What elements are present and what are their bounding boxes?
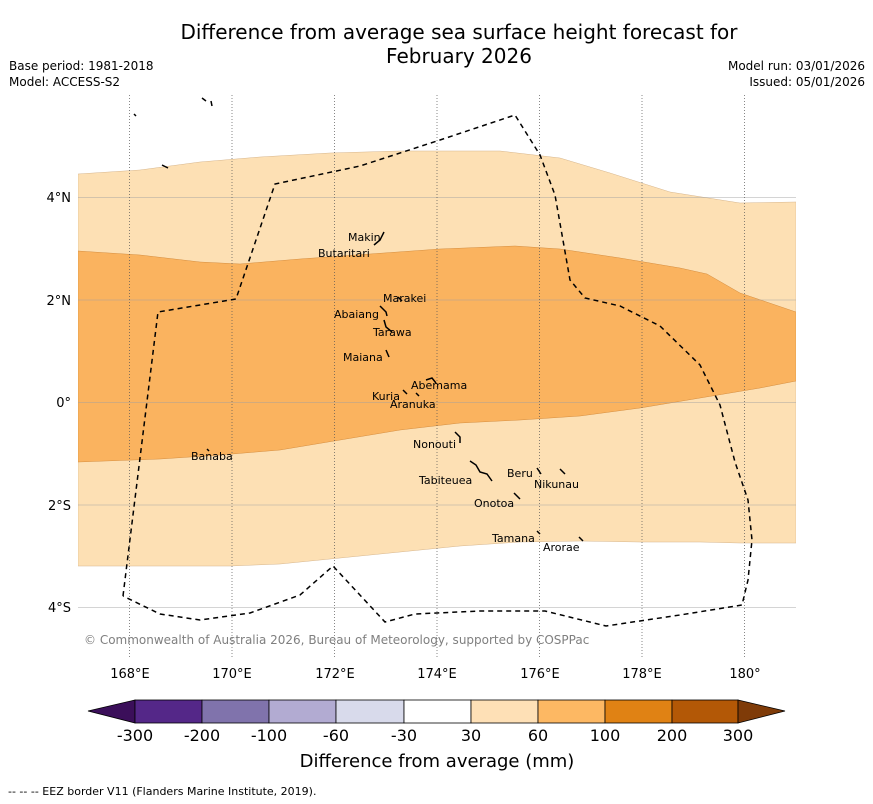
colorbar-extend-high [737, 699, 786, 724]
label-marakei: Marakei [383, 292, 426, 305]
island-labels: Makin Butaritari Marakei Abaiang Tarawa … [191, 231, 580, 554]
lon-tick-180: 180° [729, 667, 760, 682]
title-line-1: Difference from average sea surface heig… [180, 20, 738, 44]
lat-tick-2s: 2°S [48, 499, 71, 514]
label-aranuka: Aranuka [390, 398, 436, 411]
colorbar-segment-6 [470, 699, 539, 724]
label-nikunau: Nikunau [534, 478, 579, 491]
lon-tick-168e: 168°E [110, 667, 150, 682]
cbar-tick-60: 60 [528, 726, 548, 745]
base-period: Base period: 1981-2018 [9, 59, 154, 73]
eez-footnote: -- -- -- EEZ border V11 (Flanders Marine… [8, 785, 317, 798]
title-line-2: February 2026 [386, 44, 532, 68]
lon-gridlines [129, 95, 745, 657]
colorbar-label: Difference from average (mm) [300, 751, 575, 772]
label-beru: Beru [507, 467, 533, 480]
colorbar-segment-2 [201, 699, 270, 724]
cbar-tick-100: 100 [590, 726, 621, 745]
colorbar-tick-labels: -300 -200 -100 -60 -30 30 60 100 200 300 [117, 726, 753, 745]
island-outlines [133, 97, 584, 542]
chart-title: Difference from average sea surface heig… [0, 20, 873, 68]
label-banaba: Banaba [191, 450, 233, 463]
label-tamana: Tamana [491, 532, 535, 545]
map-area: Makin Butaritari Marakei Abaiang Tarawa … [78, 95, 796, 657]
copyright-text: © Commonwealth of Australia 2026, Bureau… [84, 633, 589, 647]
colorbar [87, 699, 786, 724]
colorbar-segment-7 [537, 699, 606, 724]
cbar-tick-200: 200 [657, 726, 688, 745]
lat-tick-0: 0° [56, 396, 71, 411]
colorbar-segment-9 [671, 699, 739, 724]
issued-date: Issued: 05/01/2026 [749, 75, 865, 89]
colorbar-segment-1 [134, 699, 203, 724]
colorbar-segment-8 [604, 699, 673, 724]
lon-tick-178e: 178°E [622, 667, 662, 682]
eez-border [122, 114, 753, 627]
label-abaiang: Abaiang [334, 308, 379, 321]
lon-tick-170e: 170°E [212, 667, 252, 682]
lat-tick-4n: 4°N [47, 191, 72, 206]
cbar-tick-minus-100: -100 [251, 726, 287, 745]
lon-tick-176e: 176°E [520, 667, 560, 682]
label-arorae: Arorae [543, 541, 580, 554]
meta-right: Model run: 03/01/2026 Issued: 05/01/2026 [728, 58, 865, 90]
model-run: Model run: 03/01/2026 [727, 59, 865, 73]
cbar-tick-30: 30 [461, 726, 481, 745]
label-abemama: Abemama [411, 379, 467, 392]
cbar-tick-minus-200: -200 [184, 726, 220, 745]
label-tabiteuea: Tabiteuea [418, 474, 472, 487]
meta-left: Base period: 1981-2018 Model: ACCESS-S2 [9, 58, 154, 90]
lat-tick-labels: 4°N 2°N 0° 2°S 4°S [47, 191, 72, 616]
lon-tick-labels: 168°E 170°E 172°E 174°E 176°E 178°E 180° [110, 667, 760, 682]
label-makin: Makin [348, 231, 381, 244]
label-kuria: Kuria [372, 390, 400, 403]
lon-tick-174e: 174°E [417, 667, 457, 682]
lat-tick-4s: 4°S [48, 601, 71, 616]
lat-tick-2n: 2°N [47, 294, 72, 309]
label-onotoa: Onotoa [474, 497, 514, 510]
colorbar-segment-5 [403, 699, 472, 724]
label-tarawa: Tarawa [372, 326, 412, 339]
colorbar-extend-low [87, 699, 136, 724]
cbar-tick-minus-30: -30 [391, 726, 417, 745]
colorbar-segment-4 [335, 699, 405, 724]
cbar-tick-minus-60: -60 [323, 726, 349, 745]
cbar-tick-300: 300 [723, 726, 754, 745]
colorbar-segment-3 [268, 699, 337, 724]
cbar-tick-minus-300: -300 [117, 726, 153, 745]
model-name: Model: ACCESS-S2 [9, 75, 121, 89]
lon-tick-172e: 172°E [315, 667, 355, 682]
label-nonouti: Nonouti [413, 438, 456, 451]
label-maiana: Maiana [343, 351, 383, 364]
label-butaritari: Butaritari [318, 247, 370, 260]
